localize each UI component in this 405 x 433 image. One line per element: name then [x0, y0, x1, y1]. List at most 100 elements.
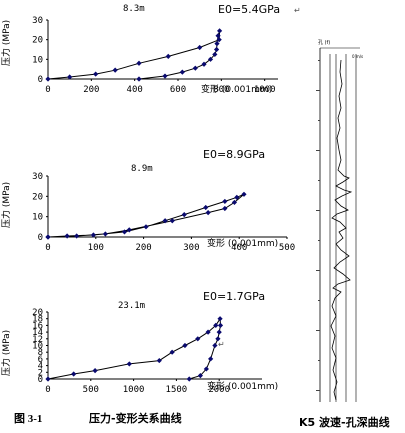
chart-1-data-point [93, 71, 99, 77]
chart-1-data-point [207, 56, 214, 62]
chart-1-x-tick-label: 800 [213, 85, 229, 95]
chart-2-data-point [143, 224, 149, 230]
chart-2-data-point [64, 233, 70, 239]
chart-3-data-point [213, 322, 219, 328]
chart-2-data-point [74, 233, 80, 239]
chart-3-data-point [71, 371, 77, 377]
figure-number: 图 3-1 [14, 412, 42, 425]
chart-3-data-point [216, 329, 222, 335]
chart-1-data-point [136, 60, 142, 66]
chart-1-y-tick-label: 20 [32, 36, 43, 46]
chart-2-x-tick-label: 500 [279, 243, 295, 253]
chart-1-data-point [165, 53, 171, 59]
chart-3-y-tick-label: 16 [32, 321, 43, 331]
chart-1-data-point [213, 46, 220, 53]
chart-1-data-point [162, 73, 168, 79]
chart-3-y-tick-label: 10 [32, 342, 43, 352]
chart-3-y-tick-label: 2 [38, 368, 43, 378]
borehole-log-panel: 孔 (f) 0 m/s [316, 39, 363, 402]
chart-3-data-point [169, 349, 175, 355]
chart-3-x-tick-label: 1500 [166, 385, 188, 395]
chart-3-modulus-mark: ↵ [218, 340, 225, 349]
chart-2-data-point [126, 227, 132, 233]
chart-2-y-tick-label: 20 [32, 192, 43, 202]
chart-1-x-axis-label: 变形 (0.001mm) [201, 83, 272, 95]
chart-1-data-point [179, 69, 185, 75]
chart-2-data-point [203, 204, 209, 211]
chart-1-x-tick-label: 1000 [254, 85, 276, 95]
chart-3-x-tick-label: 2000 [208, 385, 230, 395]
chart-2-x-axis-label: 变形 (0.001mm) [207, 237, 278, 249]
chart-3-data-point [212, 342, 218, 349]
chart-1-data-point [67, 74, 73, 80]
chart-2-x-tick-label: 200 [135, 243, 151, 253]
chart-2-y-tick-label: 10 [32, 213, 43, 223]
chart-1: 0 200 400 600 800 1000 0 10 20 30 8.3m E0=5.4GPa… [0, 3, 301, 95]
chart-3-data-point [208, 356, 214, 362]
chart-3-curve [47, 317, 222, 380]
chart-1-data-point [216, 37, 222, 43]
chart-3-data-point [197, 373, 203, 379]
chart-3-x-tick-label: 1000 [123, 385, 145, 395]
chart-3-y-tick-label: 0 [38, 375, 43, 385]
chart-3-data-point [195, 336, 201, 342]
chart-2-data-point [222, 205, 228, 212]
chart-1-y-tick-label: 0 [38, 75, 43, 85]
right-figure-title: K5 波速-孔深曲线 [299, 415, 390, 429]
chart-1-modulus: E0=5.4GPa [218, 3, 280, 16]
chart-1-modulus-mark: ↵ [294, 6, 301, 15]
chart-1-x-tick-label: 200 [83, 85, 99, 95]
chart-3-y-tick-label: 4 [38, 362, 43, 372]
chart-2-data-point [181, 212, 187, 218]
chart-2-data-point [90, 232, 97, 238]
chart-1-data-point [136, 76, 142, 82]
chart-2-y-tick-label: 0 [38, 233, 43, 243]
chart-1-y-axis-label: 压力 (MPa) [0, 20, 12, 66]
chart-1-curve [47, 30, 221, 80]
chart-2-y-axis-label: 压力 (MPa) [0, 182, 12, 228]
chart-2-data-point [162, 218, 168, 224]
chart-2-data-point [205, 210, 211, 216]
chart-3-depth-label: 23.1m [118, 301, 145, 311]
chart-3-y-tick-label: 6 [38, 355, 43, 365]
chart-3-data-point [205, 329, 211, 335]
chart-2-data-point [222, 198, 228, 205]
chart-3-data-point [217, 316, 223, 322]
chart-1-y-tick-label: 10 [32, 55, 43, 65]
chart-1-data-point [217, 28, 223, 34]
chart-2-data-point [169, 218, 175, 224]
chart-1-depth-label: 8.3m [123, 4, 145, 14]
chart-2-data-point [102, 231, 108, 237]
chart-1-data-point [197, 44, 203, 51]
chart-2-data-point [45, 234, 51, 240]
chart-1-data-point [45, 76, 51, 82]
chart-1-y-tick-label: 30 [32, 16, 43, 26]
chart-3-data-point [126, 361, 132, 367]
log-header-left: 孔 (f) [318, 39, 330, 46]
chart-3-x-axis-label: 变形 (0.001mm) [207, 380, 278, 392]
chart-1-data-point [201, 61, 207, 67]
chart-2-data-point [231, 199, 238, 206]
chart-3-y-tick-label: 8 [38, 348, 43, 358]
chart-3-data-point [45, 376, 51, 382]
chart-2-x-tick-label: 300 [183, 243, 199, 253]
chart-3-y-tick-label: 20 [32, 308, 43, 318]
chart-1-x-tick-label: 0 [45, 85, 50, 95]
chart-2-depth-label: 8.9m [131, 164, 153, 174]
chart-3-y-tick-label: 18 [32, 315, 43, 325]
chart-3-data-point [156, 357, 162, 364]
chart-3-data-point [203, 366, 209, 372]
chart-2-x-tick-label: 100 [88, 243, 104, 253]
chart-1-x-tick-label: 400 [127, 85, 143, 95]
chart-2-data-point [241, 191, 247, 197]
chart-3-x-tick-label: 0 [45, 385, 50, 395]
chart-1-data-point [214, 41, 220, 47]
chart-2-data-point [234, 194, 240, 200]
chart-2-data-point [121, 229, 128, 235]
chart-2-y-tick-label: 30 [32, 172, 43, 182]
figure-title: 压力-变形关系曲线 [89, 411, 182, 425]
chart-1-data-point [212, 51, 218, 58]
chart-2-x-tick-label: 0 [45, 243, 50, 253]
